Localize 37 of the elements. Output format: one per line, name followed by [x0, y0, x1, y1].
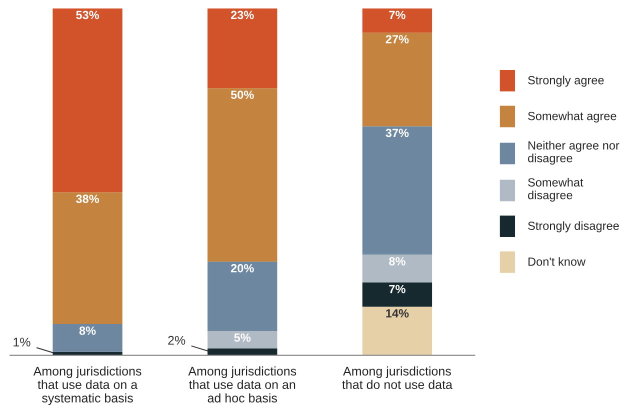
data-label: 8%	[79, 326, 96, 335]
legend-label: Don't know	[528, 257, 586, 266]
data-label: 7%	[389, 10, 406, 20]
data-label: 50%	[230, 90, 254, 99]
legend-label: Somewhat agree	[528, 112, 616, 123]
bar	[52, 8, 122, 192]
bar	[208, 88, 278, 262]
bar	[208, 331, 278, 348]
x-tick-label: Among jurisdictions that use data on an ad hoc basis	[188, 366, 296, 403]
data-label: 8%	[389, 257, 406, 266]
data-label: 27%	[386, 35, 409, 44]
data-label: 23%	[230, 10, 254, 20]
legend-label: Somewhat disagree	[528, 178, 584, 202]
data-label: 20%	[230, 264, 254, 272]
bar	[52, 192, 122, 324]
bar	[362, 126, 432, 255]
legend-label: Neither agree nor disagree	[528, 140, 620, 165]
legend-label: Strongly disagree	[528, 221, 619, 232]
bar	[52, 324, 122, 352]
data-label: 1%	[14, 338, 30, 346]
legend-label: Strongly agree	[528, 76, 604, 87]
x-tick-label: Among jurisdictions that do not use data	[342, 366, 452, 390]
bar	[362, 282, 432, 307]
data-label: 2%	[168, 336, 186, 345]
data-label: 7%	[389, 284, 406, 294]
data-label: 14%	[386, 309, 409, 318]
data-label: 53%	[76, 10, 100, 20]
x-tick-label: Among jurisdictions that use data on a systematic basis	[33, 366, 142, 405]
bar	[362, 8, 432, 33]
data-label: 37%	[386, 128, 409, 138]
bar	[362, 32, 432, 126]
data-label: 5%	[234, 333, 251, 342]
bar	[208, 262, 278, 331]
bar	[362, 254, 432, 282]
data-label: 38%	[76, 194, 100, 204]
bar	[208, 8, 278, 88]
bar	[362, 306, 432, 356]
